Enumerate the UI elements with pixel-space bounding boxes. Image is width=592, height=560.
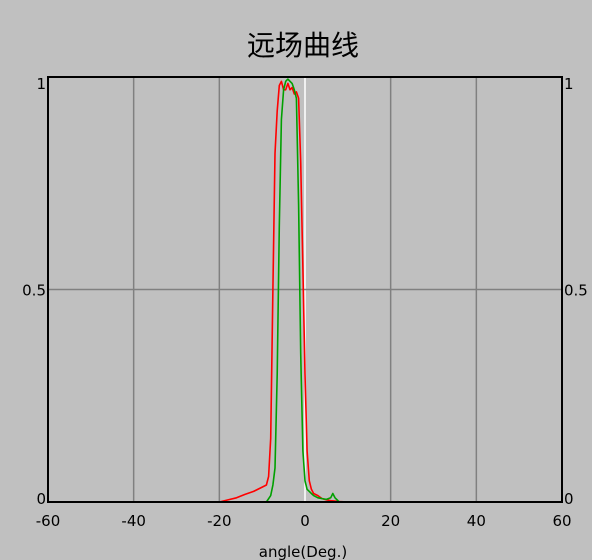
- plot-frame: [47, 76, 563, 503]
- plot-frame-layer: [47, 76, 563, 503]
- grid-layer: [48, 77, 562, 502]
- series-line-1: [265, 78, 340, 503]
- tick-label-layer: -60 -40 -20 0 20 40 60 0 0 0.5 0.5 1 1: [22, 75, 588, 530]
- chart-title: 远场曲线: [247, 29, 359, 62]
- x-tick-label: 60: [552, 512, 571, 530]
- series-line-0: [219, 80, 348, 503]
- y-tick-label-left: 0.5: [22, 282, 46, 300]
- series-layer: [219, 78, 348, 503]
- y-tick-label-right: 1: [564, 75, 574, 93]
- x-tick-label: -20: [207, 512, 232, 530]
- x-tick-label: 0: [300, 512, 310, 530]
- y-tick-label-left: 1: [36, 75, 46, 93]
- x-tick-label: 40: [467, 512, 486, 530]
- x-tick-label: 20: [381, 512, 400, 530]
- y-tick-label-right: 0: [564, 490, 574, 508]
- y-tick-label-right: 0.5: [564, 282, 588, 300]
- y-tick-label-left: 0: [36, 490, 46, 508]
- x-tick-label: -60: [36, 512, 61, 530]
- x-tick-label: -40: [121, 512, 146, 530]
- x-axis-label: angle(Deg.): [259, 543, 347, 560]
